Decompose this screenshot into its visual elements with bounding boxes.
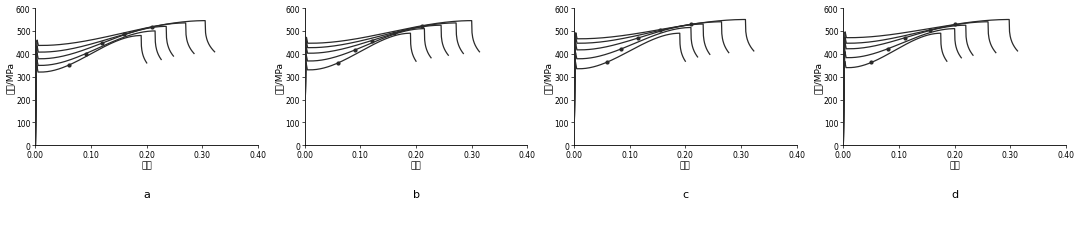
X-axis label: 应变: 应变 (410, 161, 421, 170)
Text: a: a (144, 189, 150, 199)
X-axis label: 应变: 应变 (680, 161, 691, 170)
X-axis label: 应变: 应变 (141, 161, 152, 170)
Y-axis label: 应力/MPa: 应力/MPa (544, 61, 553, 93)
Text: c: c (683, 189, 688, 199)
Text: d: d (951, 189, 958, 199)
Y-axis label: 应力/MPa: 应力/MPa (813, 61, 823, 93)
X-axis label: 应变: 应变 (949, 161, 960, 170)
Text: b: b (413, 189, 419, 199)
Y-axis label: 应力/MPa: 应力/MPa (275, 61, 284, 93)
Y-axis label: 应力/MPa: 应力/MPa (5, 61, 14, 93)
